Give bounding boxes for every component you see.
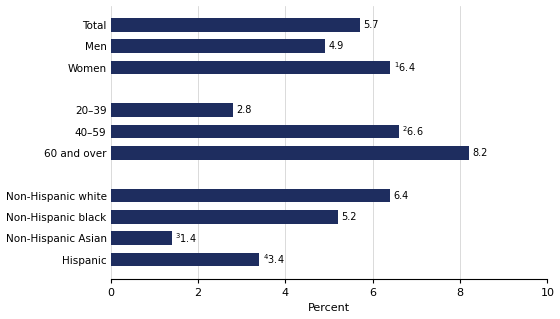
Bar	[111, 189, 390, 203]
Bar	[111, 231, 172, 245]
Text: $^{4}$3.4: $^{4}$3.4	[263, 253, 284, 266]
X-axis label: Percent: Percent	[308, 303, 350, 314]
Text: 6.4: 6.4	[394, 190, 409, 201]
Text: 5.7: 5.7	[363, 20, 379, 30]
Text: 8.2: 8.2	[472, 148, 488, 158]
Text: $^{1}$6.4: $^{1}$6.4	[394, 61, 416, 74]
Bar	[111, 210, 338, 224]
Bar	[111, 253, 259, 266]
Text: $^{3}$1.4: $^{3}$1.4	[175, 231, 197, 245]
Bar	[111, 146, 469, 160]
Bar	[111, 125, 399, 138]
Bar	[111, 18, 360, 32]
Text: $^{2}$6.6: $^{2}$6.6	[403, 125, 424, 138]
Bar	[111, 103, 233, 117]
Text: 2.8: 2.8	[236, 105, 252, 115]
Text: 5.2: 5.2	[341, 212, 357, 222]
Bar	[111, 61, 390, 75]
Text: 4.9: 4.9	[328, 41, 343, 51]
Bar	[111, 39, 325, 53]
